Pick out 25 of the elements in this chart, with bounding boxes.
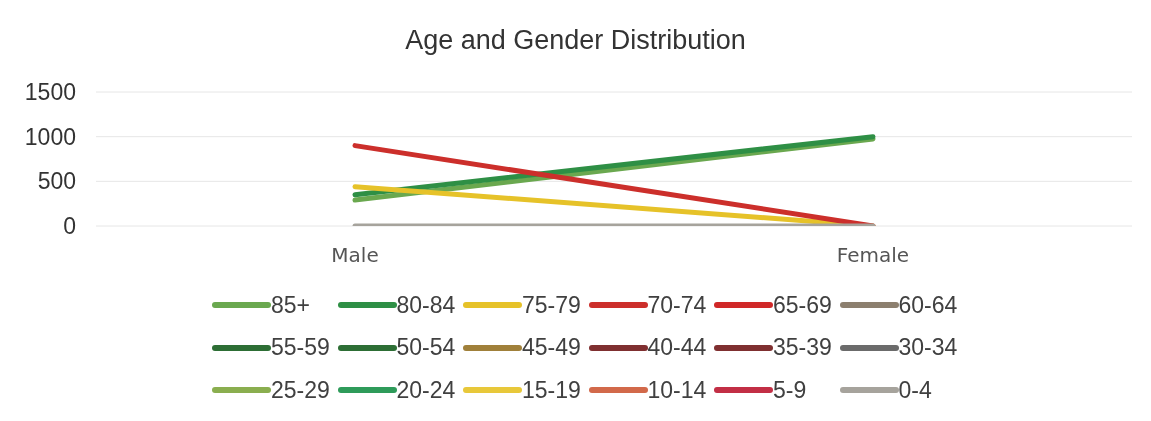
y-tick-label: 0 <box>63 213 76 240</box>
legend-label: 20-24 <box>396 376 456 404</box>
legend-label: 35-39 <box>773 334 832 362</box>
legend-label: 40-44 <box>647 334 707 362</box>
y-tick-label: 1000 <box>24 123 76 150</box>
x-tick-label: Female <box>836 243 910 268</box>
legend-label: 15-19 <box>522 376 581 404</box>
legend-label: 10-14 <box>647 376 707 404</box>
legend-label: 60-64 <box>898 291 958 319</box>
legend-label: 30-34 <box>898 334 958 362</box>
legend-label: 75-79 <box>522 291 581 319</box>
legend-label: 70-74 <box>647 291 707 319</box>
legend-label: 85+ <box>271 291 311 319</box>
y-tick-label: 1500 <box>24 79 76 106</box>
legend-label: 45-49 <box>522 334 581 362</box>
y-tick-label: 500 <box>37 168 76 195</box>
legend-label: 50-54 <box>396 334 456 362</box>
legend-label: 55-59 <box>271 334 330 362</box>
chart-title: Age and Gender Distribution <box>404 24 747 56</box>
legend-label: 80-84 <box>396 291 456 319</box>
legend-label: 65-69 <box>773 291 832 319</box>
legend-label: 5-9 <box>773 376 807 404</box>
legend-label: 0-4 <box>898 376 932 404</box>
legend-label: 25-29 <box>271 376 330 404</box>
x-tick-label: Male <box>331 243 379 268</box>
